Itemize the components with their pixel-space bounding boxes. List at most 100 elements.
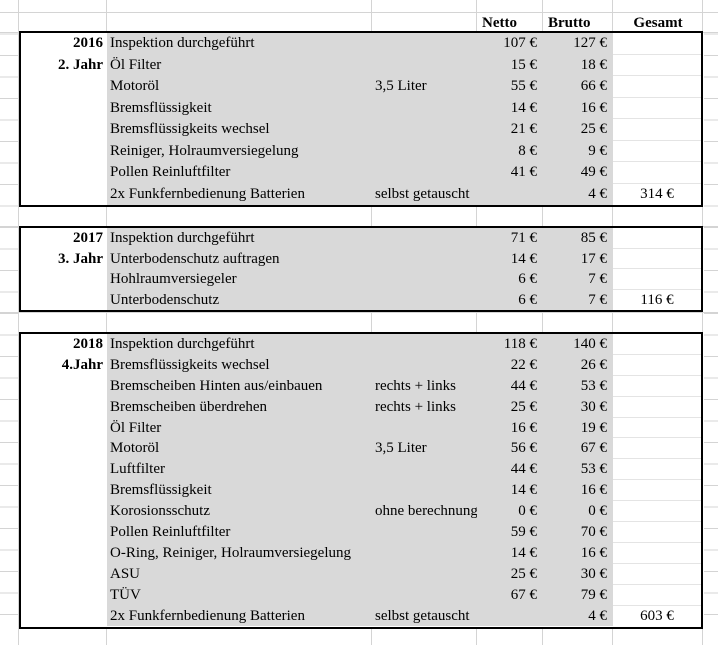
gesamt-cell[interactable]: [613, 76, 701, 98]
gesamt-cell[interactable]: [613, 140, 701, 162]
year-cell[interactable]: [21, 269, 107, 290]
year-cell[interactable]: [21, 480, 107, 502]
note-cell[interactable]: [372, 459, 477, 481]
year-cell[interactable]: [21, 605, 107, 627]
brutto-cell[interactable]: 66 €: [543, 76, 613, 98]
description-cell[interactable]: Unterbodenschutz auftragen: [107, 248, 372, 269]
description-cell[interactable]: Öl Filter: [107, 417, 372, 439]
netto-cell[interactable]: 25 €: [477, 563, 543, 585]
year-cell[interactable]: [21, 542, 107, 564]
gesamt-cell[interactable]: [613, 584, 701, 606]
year-cell[interactable]: [21, 563, 107, 585]
brutto-cell[interactable]: 25 €: [543, 119, 613, 141]
note-cell[interactable]: 3,5 Liter: [372, 438, 477, 460]
netto-cell[interactable]: 41 €: [477, 162, 543, 184]
note-cell[interactable]: [372, 33, 477, 55]
gesamt-cell[interactable]: [613, 162, 701, 184]
gesamt-cell[interactable]: [613, 480, 701, 502]
column-header-netto[interactable]: Netto: [482, 15, 517, 31]
description-cell[interactable]: Bremscheiben überdrehen: [107, 396, 372, 418]
netto-cell[interactable]: 71 €: [477, 228, 543, 249]
year-cell[interactable]: [21, 76, 107, 98]
description-cell[interactable]: Bremscheiben Hinten aus/einbauen: [107, 375, 372, 397]
note-cell[interactable]: rechts + links: [372, 396, 477, 418]
brutto-cell[interactable]: 0 €: [543, 501, 613, 523]
netto-cell[interactable]: 8 €: [477, 140, 543, 162]
description-cell[interactable]: 2x Funkfernbedienung Batterien: [107, 183, 372, 205]
netto-cell[interactable]: 67 €: [477, 584, 543, 606]
year-cell[interactable]: [21, 438, 107, 460]
year-cell[interactable]: [21, 501, 107, 523]
brutto-cell[interactable]: 7 €: [543, 289, 613, 310]
column-header-gesamt[interactable]: Gesamt: [633, 15, 683, 31]
note-cell[interactable]: [372, 522, 477, 543]
netto-cell[interactable]: 14 €: [477, 97, 543, 119]
year-cell[interactable]: [21, 417, 107, 439]
note-cell[interactable]: 3,5 Liter: [372, 76, 477, 98]
gesamt-cell[interactable]: [613, 563, 701, 585]
note-cell[interactable]: ohne berechnung: [372, 501, 477, 523]
netto-cell[interactable]: 14 €: [477, 480, 543, 502]
brutto-cell[interactable]: 18 €: [543, 54, 613, 76]
description-cell[interactable]: Luftfilter: [107, 459, 372, 481]
brutto-cell[interactable]: 16 €: [543, 97, 613, 119]
note-cell[interactable]: selbst getauscht: [372, 183, 477, 205]
gesamt-cell[interactable]: [613, 334, 701, 355]
brutto-cell[interactable]: 19 €: [543, 417, 613, 439]
description-cell[interactable]: Motoröl: [107, 438, 372, 460]
description-cell[interactable]: Bremsflüssigkeits wechsel: [107, 119, 372, 141]
gesamt-cell[interactable]: [613, 354, 701, 376]
note-cell[interactable]: rechts + links: [372, 375, 477, 397]
note-cell[interactable]: [372, 269, 477, 290]
description-cell[interactable]: Pollen Reinluftfilter: [107, 162, 372, 184]
netto-cell[interactable]: 0 €: [477, 501, 543, 523]
gesamt-cell[interactable]: [613, 522, 701, 543]
year-cell[interactable]: [21, 584, 107, 606]
netto-cell[interactable]: 44 €: [477, 375, 543, 397]
year-cell[interactable]: [21, 97, 107, 119]
netto-cell[interactable]: [477, 605, 543, 627]
netto-cell[interactable]: [477, 183, 543, 205]
gesamt-cell[interactable]: [613, 54, 701, 76]
year-cell[interactable]: [21, 119, 107, 141]
note-cell[interactable]: [372, 417, 477, 439]
netto-cell[interactable]: 14 €: [477, 248, 543, 269]
brutto-cell[interactable]: 70 €: [543, 522, 613, 543]
description-cell[interactable]: Bremsflüssigkeit: [107, 97, 372, 119]
note-cell[interactable]: [372, 563, 477, 585]
netto-cell[interactable]: 118 €: [477, 334, 543, 355]
description-cell[interactable]: Pollen Reinluftfilter: [107, 522, 372, 543]
note-cell[interactable]: [372, 228, 477, 249]
description-cell[interactable]: O-Ring, Reiniger, Holraumversiegelung: [107, 542, 372, 564]
year-cell[interactable]: 2017: [21, 228, 107, 249]
year-cell[interactable]: [21, 459, 107, 481]
column-header-brutto[interactable]: Brutto: [548, 15, 591, 31]
year-cell[interactable]: 3. Jahr: [21, 248, 107, 269]
description-cell[interactable]: Korosionsschutz: [107, 501, 372, 523]
note-cell[interactable]: selbst getauscht: [372, 605, 477, 627]
gesamt-cell[interactable]: [613, 396, 701, 418]
brutto-cell[interactable]: 4 €: [543, 183, 613, 205]
year-cell[interactable]: [21, 289, 107, 310]
description-cell[interactable]: Öl Filter: [107, 54, 372, 76]
gesamt-cell[interactable]: [613, 459, 701, 481]
description-cell[interactable]: 2x Funkfernbedienung Batterien: [107, 605, 372, 627]
brutto-cell[interactable]: 85 €: [543, 228, 613, 249]
gesamt-cell[interactable]: [613, 119, 701, 141]
brutto-cell[interactable]: 79 €: [543, 584, 613, 606]
gesamt-cell[interactable]: [613, 375, 701, 397]
description-cell[interactable]: ASU: [107, 563, 372, 585]
netto-cell[interactable]: 6 €: [477, 289, 543, 310]
note-cell[interactable]: [372, 97, 477, 119]
brutto-cell[interactable]: 16 €: [543, 480, 613, 502]
netto-cell[interactable]: 14 €: [477, 542, 543, 564]
year-cell[interactable]: 4.Jahr: [21, 354, 107, 376]
note-cell[interactable]: [372, 54, 477, 76]
netto-cell[interactable]: 44 €: [477, 459, 543, 481]
description-cell[interactable]: Bremsflüssigkeit: [107, 480, 372, 502]
brutto-cell[interactable]: 53 €: [543, 375, 613, 397]
description-cell[interactable]: TÜV: [107, 584, 372, 606]
description-cell[interactable]: Motoröl: [107, 76, 372, 98]
year-cell[interactable]: 2. Jahr: [21, 54, 107, 76]
netto-cell[interactable]: 25 €: [477, 396, 543, 418]
